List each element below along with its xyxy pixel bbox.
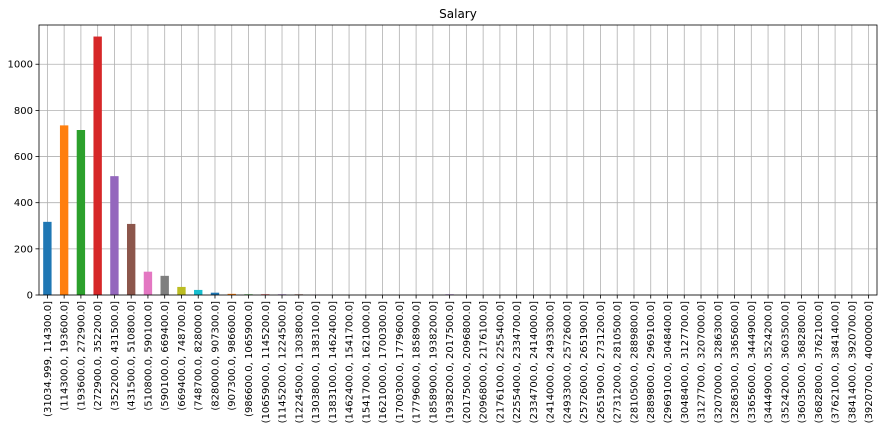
x-tick-label: (2731200.0, 2810500.0] <box>613 301 624 423</box>
x-tick-label: (2334700.0, 2414000.0] <box>529 301 540 423</box>
x-tick-label: (1383100.0, 1462400.0] <box>328 301 339 423</box>
x-tick-label: (986600.0, 1065900.0] <box>244 301 255 417</box>
x-tick-label: (2255400.0, 2334700.0] <box>512 301 523 423</box>
grid-lines <box>39 25 877 296</box>
x-tick-label: (1700300.0, 1779600.0] <box>395 301 406 423</box>
bar <box>143 271 153 295</box>
x-tick-label: (1779600.0, 1858900.0] <box>412 301 423 423</box>
bar <box>59 125 69 295</box>
bar <box>76 130 86 295</box>
x-axis: (31034.999, 114300.0] (114300.0, 193600.0… <box>43 295 875 423</box>
x-tick-label: (2176100.0, 2255400.0] <box>495 301 506 423</box>
x-tick-label: (1938200.0, 2017500.0] <box>445 301 456 423</box>
y-tick-label: 800 <box>14 106 33 117</box>
x-tick-label: (3603500.0, 3682800.0] <box>797 301 808 423</box>
x-tick-label: (2493300.0, 2572600.0] <box>562 301 573 423</box>
x-tick-label: (2889800.0, 2969100.0] <box>646 301 657 423</box>
bar <box>194 289 203 295</box>
x-tick-label: (3207000.0, 3286300.0] <box>713 301 724 423</box>
x-tick-label: (352200.0, 431500.0] <box>110 301 121 411</box>
bar <box>126 223 136 295</box>
x-tick-label: (3524200.0, 3603500.0] <box>780 301 791 423</box>
x-tick-label: (3841400.0, 3920700.0] <box>847 301 858 423</box>
x-tick-label: (2651900.0, 2731200.0] <box>596 301 607 423</box>
x-tick-label: (669400.0, 748700.0] <box>177 301 188 411</box>
y-tick-label: 0 <box>27 291 33 302</box>
x-tick-label: (2969100.0, 3048400.0] <box>663 301 674 423</box>
x-tick-label: (3127700.0, 3207000.0] <box>697 301 708 423</box>
x-tick-label: (2096800.0, 2176100.0] <box>479 301 490 423</box>
x-tick-label: (2810500.0, 2889800.0] <box>629 301 640 423</box>
x-tick-label: (1858900.0, 1938200.0] <box>428 301 439 423</box>
x-tick-label: (3762100.0, 3841400.0] <box>831 301 842 423</box>
x-tick-label: (1065900.0, 1145200.0] <box>261 301 272 423</box>
bar <box>43 221 52 295</box>
x-tick-label: (1462400.0, 1541700.0] <box>345 301 356 423</box>
x-tick-label: (1621000.0, 1700300.0] <box>378 301 389 423</box>
x-tick-label: (590100.0, 669400.0] <box>160 301 171 411</box>
x-tick-label: (431500.0, 510800.0] <box>127 301 138 411</box>
x-tick-label: (828000.0, 907300.0] <box>210 301 221 411</box>
y-tick-label: 600 <box>14 152 33 163</box>
x-tick-label: (1303800.0, 1383100.0] <box>311 301 322 423</box>
x-tick-label: (3048400.0, 3127700.0] <box>680 301 691 423</box>
plot-frame <box>38 24 878 296</box>
x-tick-label: (3444900.0, 3524200.0] <box>764 301 775 423</box>
x-tick-label: (2017500.0, 2096800.0] <box>462 301 473 423</box>
bar <box>160 275 169 295</box>
x-tick-label: (510800.0, 590100.0] <box>143 301 154 411</box>
x-tick-label: (1541700.0, 1621000.0] <box>361 301 372 423</box>
x-tick-label: (1145200.0, 1224500.0] <box>278 301 289 423</box>
chart-title: Salary <box>439 7 477 21</box>
x-tick-label: (3920700.0, 4000000.0] <box>864 301 875 423</box>
bar <box>177 286 186 295</box>
x-tick-label: (31034.999, 114300.0] <box>43 301 54 417</box>
x-tick-label: (2414000.0, 2493300.0] <box>546 301 557 423</box>
x-tick-label: (3286300.0, 3365600.0] <box>730 301 741 423</box>
x-tick-label: (272900.0, 352200.0] <box>93 301 104 411</box>
bars-group <box>43 36 790 296</box>
x-tick-label: (1224500.0, 1303800.0] <box>294 301 305 423</box>
y-tick-label: 200 <box>14 244 33 255</box>
x-tick-label: (3365600.0, 3444900.0] <box>747 301 758 423</box>
x-tick-label: (2572600.0, 2651900.0] <box>579 301 590 423</box>
y-tick-label: 1000 <box>8 60 33 71</box>
x-tick-label: (114300.0, 193600.0] <box>60 301 71 411</box>
bar <box>227 293 236 295</box>
y-tick-label: 400 <box>14 198 33 209</box>
bar <box>110 176 119 295</box>
x-tick-label: (193600.0, 272900.0] <box>76 301 87 411</box>
bar <box>93 36 102 296</box>
x-tick-label: (3682800.0, 3762100.0] <box>814 301 825 423</box>
x-tick-label: (748700.0, 828000.0] <box>194 301 205 411</box>
bar <box>210 292 220 295</box>
y-axis: 0 200 400 600 800 1000 <box>8 60 39 302</box>
x-tick-label: (907300.0, 986600.0] <box>227 301 238 411</box>
